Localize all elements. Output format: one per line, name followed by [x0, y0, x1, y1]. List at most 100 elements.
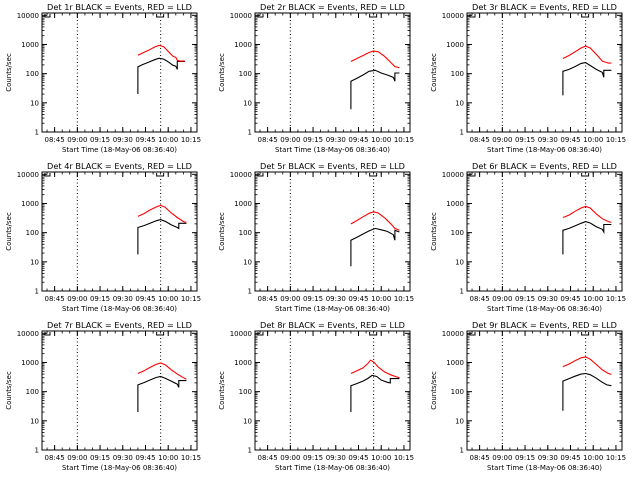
x-tick-label: 10:00: [371, 136, 391, 144]
y-tick-label: 100: [239, 70, 252, 78]
chart-panel-5: Det 5r BLACK = Events, RED = LLD Counts/s…: [218, 161, 414, 313]
events-series-line: [350, 374, 400, 412]
y-tick-label: 1: [35, 129, 39, 137]
plot-frame: [254, 171, 411, 292]
x-tick-label: 09:30: [113, 454, 133, 462]
y-tick-label: 100: [26, 70, 39, 78]
lld-series-line: [562, 205, 612, 223]
chart-panel-3: Det 3r BLACK = Events, RED = LLD Counts/s…: [430, 2, 626, 154]
chart-panel-2: Det 2r BLACK = Events, RED = LLD Counts/s…: [218, 2, 414, 154]
range-bracket: [156, 332, 165, 336]
range-bracket: [257, 173, 264, 177]
y-axis-label: Counts/sec: [5, 371, 13, 410]
y-tick-label: 100: [239, 388, 252, 396]
x-tick-label: 08:45: [45, 136, 65, 144]
x-tick-label: 09:00: [492, 454, 512, 462]
chart-title: Det 7r BLACK = Events, RED = LLD: [47, 320, 192, 330]
chart-panel-6: Det 6r BLACK = Events, RED = LLD Counts/s…: [430, 161, 626, 313]
range-bracket: [369, 173, 378, 177]
events-series-line: [137, 57, 185, 94]
y-axis-label: Counts/sec: [5, 212, 13, 251]
lld-series-line: [350, 50, 400, 69]
x-tick-label: 09:00: [67, 295, 87, 303]
x-axis-label: Start Time (18-May-06 08:36:40): [275, 464, 390, 472]
x-tick-label: 09:45: [135, 136, 155, 144]
lld-series-line: [562, 45, 612, 64]
x-axis-label: Start Time (18-May-06 08:36:40): [487, 146, 602, 154]
y-tick-label: 10: [30, 417, 39, 425]
x-tick-label: 09:30: [113, 136, 133, 144]
y-tick-label: 10: [455, 258, 464, 266]
x-tick-label: 09:30: [538, 295, 558, 303]
events-series-line: [137, 375, 187, 412]
x-tick-label: 09:45: [135, 295, 155, 303]
x-tick-label: 09:00: [67, 136, 87, 144]
y-tick-label: 10000: [230, 330, 252, 338]
plot-frame: [254, 12, 411, 133]
y-tick-label: 1: [460, 288, 464, 296]
x-axis-label: Start Time (18-May-06 08:36:40): [62, 146, 177, 154]
x-tick-label: 09:45: [348, 454, 368, 462]
range-bracket: [257, 14, 264, 18]
x-tick-label: 09:00: [67, 454, 87, 462]
y-axis-label: Counts/sec: [5, 53, 13, 92]
y-tick-label: 1: [460, 447, 464, 455]
x-tick-label: 10:00: [371, 295, 391, 303]
events-series-line: [562, 372, 612, 411]
x-axis-label: Start Time (18-May-06 08:36:40): [62, 305, 177, 313]
y-tick-label: 10: [243, 258, 252, 266]
plot-frame: [41, 171, 198, 292]
range-bracket: [469, 14, 476, 18]
y-tick-label: 1: [35, 288, 39, 296]
y-axis-label: Counts/sec: [218, 53, 226, 92]
y-tick-label: 1000: [446, 41, 464, 49]
events-series-line: [562, 221, 612, 255]
x-tick-label: 10:00: [158, 136, 178, 144]
range-bracket: [369, 14, 378, 18]
x-tick-label: 09:00: [280, 454, 300, 462]
range-bracket: [257, 332, 264, 336]
y-tick-label: 100: [451, 229, 464, 237]
chart-title: Det 5r BLACK = Events, RED = LLD: [260, 161, 405, 171]
y-tick-label: 1000: [21, 359, 39, 367]
x-tick-label: 10:00: [583, 136, 603, 144]
x-tick-label: 10:15: [394, 454, 414, 462]
y-tick-label: 1000: [21, 41, 39, 49]
y-tick-label: 100: [451, 388, 464, 396]
x-axis-label: Start Time (18-May-06 08:36:40): [62, 464, 177, 472]
x-tick-label: 09:30: [326, 454, 346, 462]
lld-series-line: [137, 44, 185, 62]
plot-frame: [254, 330, 411, 451]
y-tick-label: 10: [243, 99, 252, 107]
y-tick-label: 1000: [234, 359, 252, 367]
y-axis-label: Counts/sec: [218, 371, 226, 410]
range-bracket: [581, 173, 590, 177]
x-axis-label: Start Time (18-May-06 08:36:40): [275, 305, 390, 313]
y-tick-label: 100: [239, 229, 252, 237]
x-tick-label: 10:15: [394, 136, 414, 144]
y-tick-label: 1000: [446, 200, 464, 208]
plot-frame: [466, 171, 623, 292]
x-tick-label: 08:45: [470, 295, 490, 303]
x-tick-label: 09:15: [90, 136, 110, 144]
x-tick-label: 08:45: [258, 136, 278, 144]
chart-title: Det 6r BLACK = Events, RED = LLD: [472, 161, 617, 171]
chart-title: Det 3r BLACK = Events, RED = LLD: [472, 2, 617, 12]
range-bracket: [156, 14, 165, 18]
x-tick-label: 09:00: [492, 295, 512, 303]
range-bracket: [44, 14, 51, 18]
y-tick-label: 1: [248, 129, 252, 137]
range-bracket: [156, 173, 165, 177]
y-tick-label: 1: [248, 447, 252, 455]
x-tick-label: 10:15: [181, 454, 201, 462]
x-tick-label: 09:00: [280, 136, 300, 144]
chart-panel-7: Det 7r BLACK = Events, RED = LLD Counts/s…: [5, 320, 201, 472]
lld-series-line: [137, 204, 187, 223]
range-bracket: [581, 332, 590, 336]
y-tick-label: 10000: [442, 330, 464, 338]
y-axis-label: Counts/sec: [430, 212, 438, 251]
y-tick-label: 10: [455, 417, 464, 425]
y-tick-label: 1000: [234, 200, 252, 208]
events-series-line: [562, 62, 612, 96]
chart-title: Det 2r BLACK = Events, RED = LLD: [260, 2, 405, 12]
